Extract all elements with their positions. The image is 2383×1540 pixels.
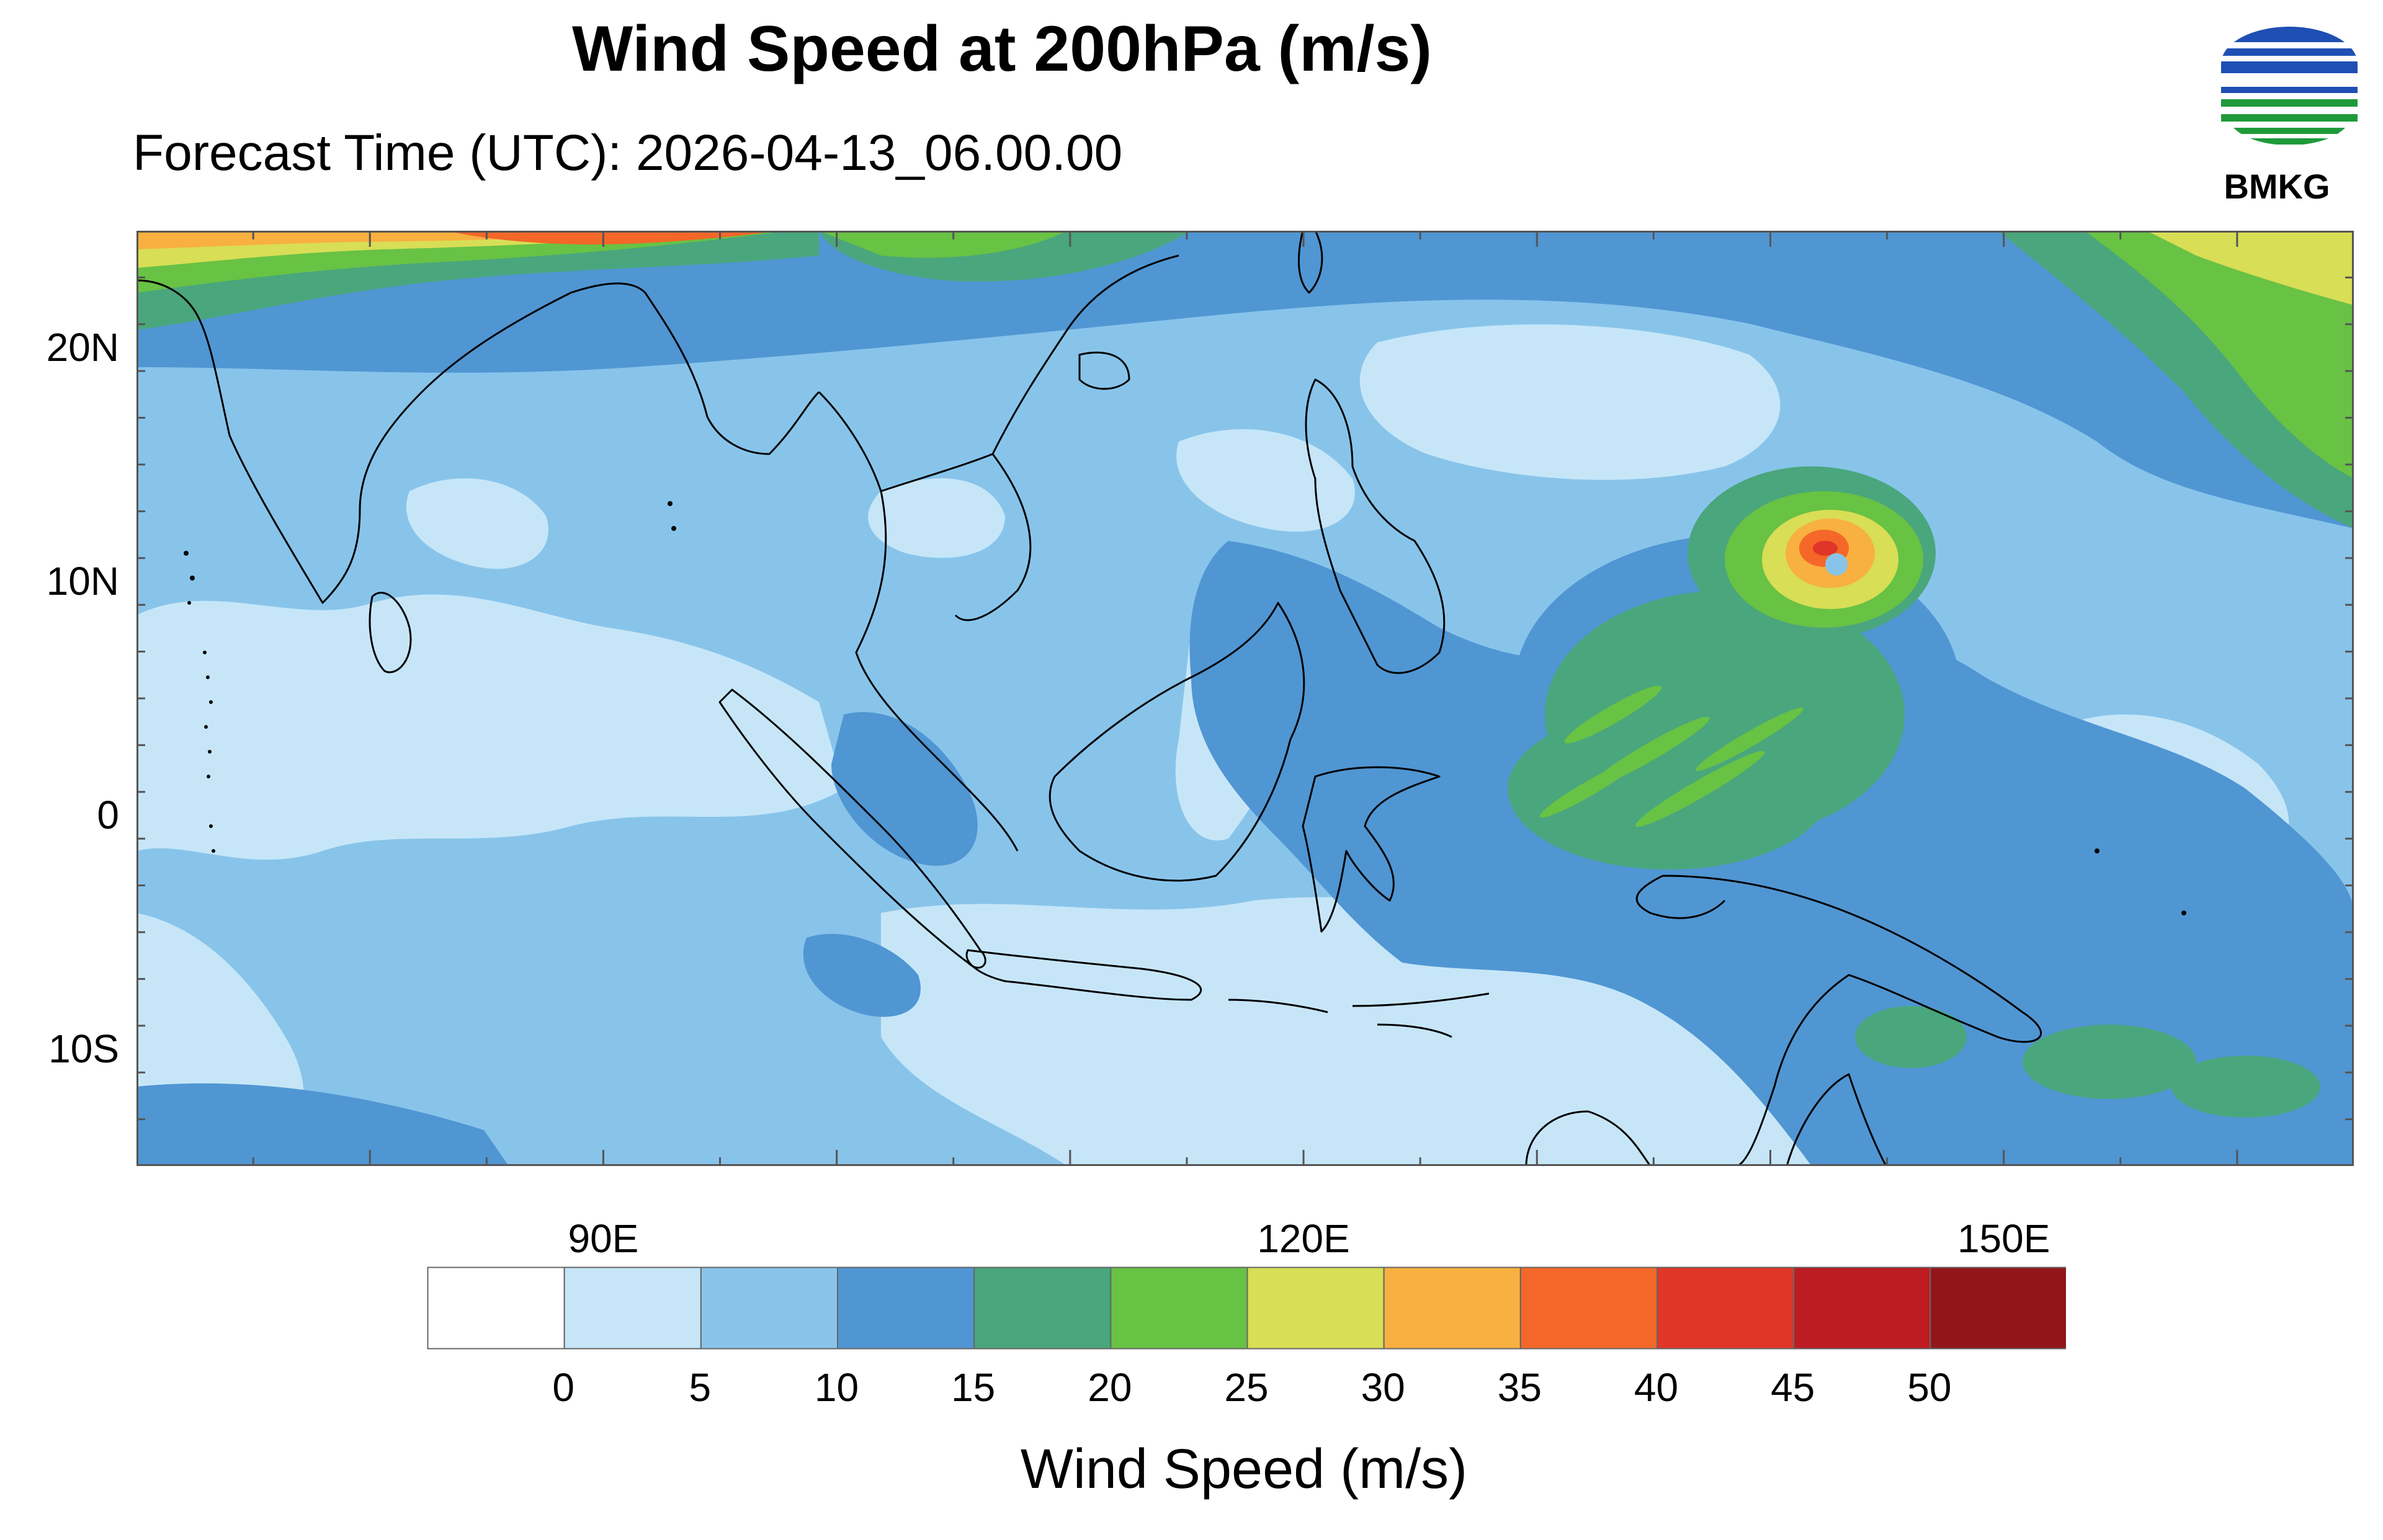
- island-dots: [184, 501, 2186, 915]
- colorbar-box: [1383, 1266, 1521, 1350]
- colorbar-tick-label: 25: [1224, 1365, 1269, 1410]
- lat-label: 20N: [46, 324, 119, 370]
- jet-stream-bands: [136, 231, 2354, 528]
- coast-taiwan: [1298, 231, 1323, 294]
- lat-label: 10N: [46, 558, 119, 603]
- coast-sri-lanka: [369, 592, 412, 674]
- colorbar-box: [837, 1266, 975, 1350]
- coast-java: [965, 949, 1202, 1001]
- chart-title: Wind Speed at 200hPa (m/s): [571, 13, 1433, 85]
- colorbar-box: [1656, 1266, 1795, 1350]
- colorbar-box: [1929, 1266, 2066, 1350]
- lon-label: 120E: [1257, 1216, 1350, 1261]
- colorbar-tick-label: 45: [1771, 1365, 1815, 1410]
- colorbar-box: [1519, 1266, 1658, 1350]
- lat-label: 10S: [48, 1026, 119, 1071]
- colorbar-tick-label: 30: [1361, 1365, 1405, 1410]
- colorbar-tick-label: 50: [1907, 1365, 1952, 1410]
- colorbar-title: Wind Speed (m/s): [1020, 1438, 1468, 1500]
- colorbar-box: [1110, 1266, 1248, 1350]
- wind-zones-southeast: [1855, 1006, 2320, 1118]
- colorbar-tick-label: 15: [951, 1365, 996, 1410]
- colorbar-tick-label: 0: [552, 1365, 575, 1410]
- cyclone-wind-core: [1508, 466, 1960, 870]
- lon-label: 150E: [1957, 1216, 2050, 1261]
- coast-sulawesi: [1302, 766, 1441, 933]
- colorbar: [427, 1266, 2066, 1350]
- forecast-time-label: Forecast Time (UTC): 2026-04-13_06.00.00: [133, 125, 1123, 181]
- bmkg-logo-icon: [2221, 27, 2358, 148]
- coast-india: [136, 279, 820, 604]
- colorbar-box: [1246, 1266, 1385, 1350]
- coast-australia: [1525, 1073, 1887, 1166]
- coast-sumatra: [718, 688, 986, 969]
- coast-indochina: [818, 254, 1179, 852]
- colorbar-tick-label: 10: [814, 1365, 859, 1410]
- map-ticks: [136, 231, 2354, 1166]
- wind-zones-mid: [136, 231, 2354, 1166]
- colorbar-tick-label: 40: [1634, 1365, 1679, 1410]
- colorbar-tick-label: 5: [689, 1365, 712, 1410]
- colorbar-box: [427, 1266, 565, 1350]
- coast-hainan: [1078, 351, 1130, 390]
- colorbar-tick-label: 35: [1497, 1365, 1542, 1410]
- logo-text: BMKG: [2224, 167, 2330, 206]
- coastlines: [136, 231, 2042, 1166]
- wind-speed-map: [136, 231, 2354, 1166]
- colorbar-box: [1793, 1266, 1931, 1350]
- colorbar-tick-label: 20: [1088, 1365, 1132, 1410]
- colorbar-box: [563, 1266, 702, 1350]
- colorbar-box: [700, 1266, 839, 1350]
- lat-label: 0: [97, 792, 119, 837]
- coast-borneo: [1048, 602, 1305, 882]
- coast-nusa-tenggara: [1228, 992, 1490, 1038]
- coast-philippines: [1305, 378, 1446, 674]
- coast-papua: [1635, 875, 2042, 1166]
- colorbar-box: [973, 1266, 1112, 1350]
- lon-label: 90E: [568, 1216, 639, 1261]
